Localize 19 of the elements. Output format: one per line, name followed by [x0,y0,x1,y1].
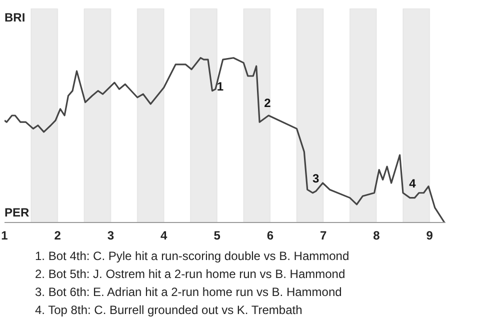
text: BRI [4,10,26,24]
x-tick-label: 4 [160,228,168,242]
text: 3. Bot 6th: E. Adrian hit a 2-run home run vs B. Hammond [35,284,343,301]
text: 4. Top 8th: C. Burrell grounded out vs K. Trembath [35,302,304,319]
annotation: 3 [312,172,320,186]
text: 1. Bot 4th: C. Pyle hit a run-scoring double vs B. Hammond [35,248,350,265]
annotation: PER [4,206,30,220]
x-tick-label: 8 [373,228,380,242]
annotation: 4 [409,176,416,190]
x-tick-label: 1 [1,228,8,242]
x-tick-label: 7 [320,228,327,242]
text: 2. Bot 5th: J. Ostrem hit a 2-run home run vs B. Hammond [35,266,346,283]
annotation: 1 [216,79,224,94]
x-tick-label: 9 [426,228,434,242]
x-tick-label: 2 [54,228,62,242]
x-tick-label: 5 [214,228,221,242]
annotation: 2 [264,96,272,110]
x-tick-label: 3 [107,228,114,242]
x-tick-label: 6 [266,228,274,242]
